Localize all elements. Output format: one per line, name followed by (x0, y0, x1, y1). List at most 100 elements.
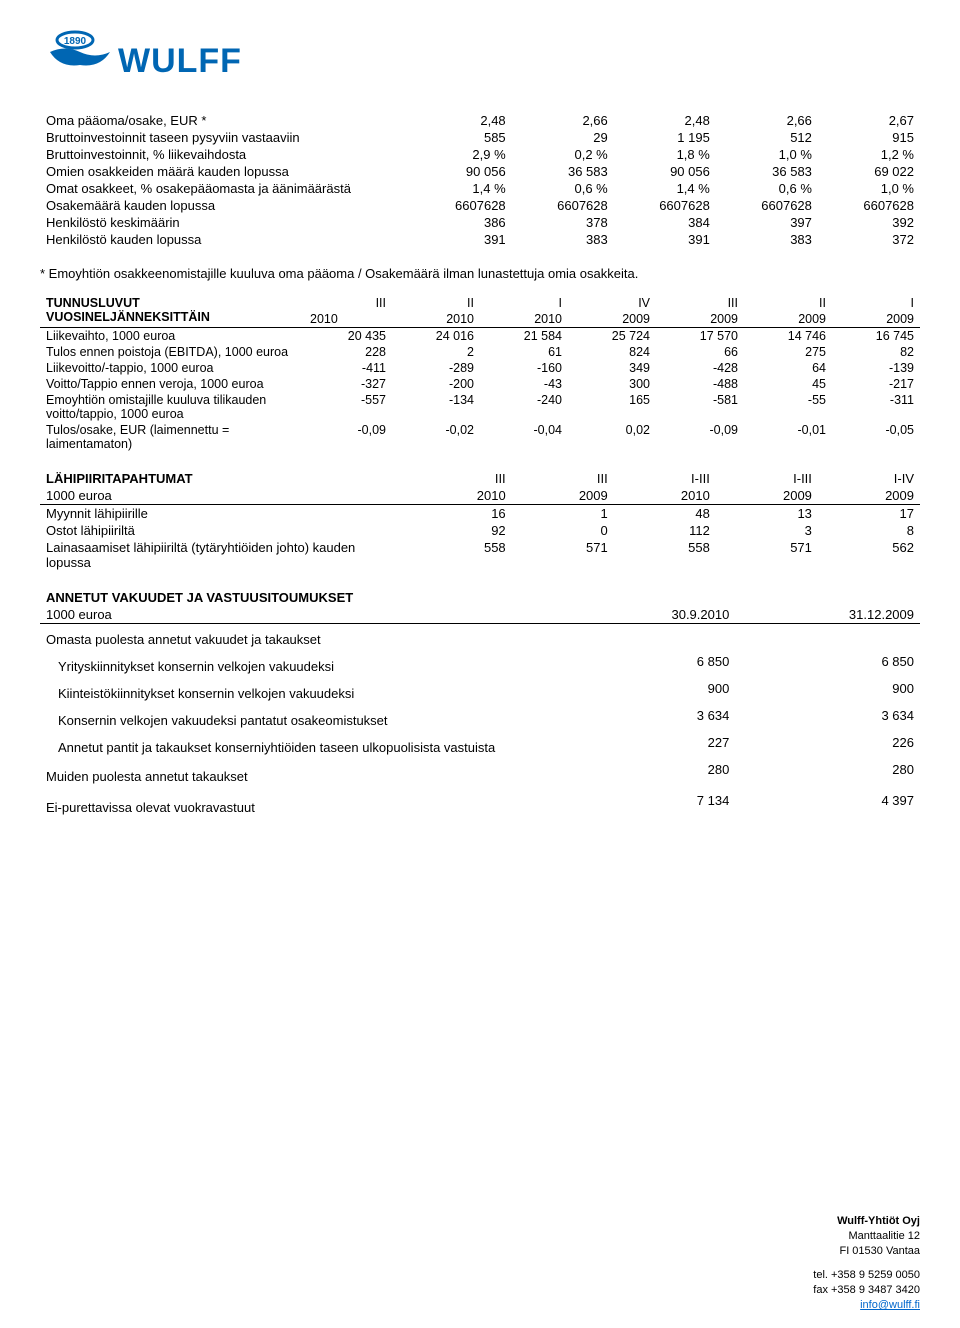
cell-value: 1,4 % (410, 180, 512, 197)
cell-value: 3 (716, 522, 818, 539)
cell-value: 24 016 (392, 328, 480, 345)
cell-value: 69 022 (818, 163, 920, 180)
cell-value: 6607628 (512, 197, 614, 214)
cell-value: 0 (512, 522, 614, 539)
footer-tel: tel. +358 9 5259 0050 (813, 1268, 920, 1283)
col-year: 2009 (818, 487, 920, 505)
cell-value: 1 195 (614, 129, 716, 146)
col-year: 2009 (716, 487, 818, 505)
cell-value: 66 (656, 344, 744, 360)
related-party-head: LÄHIPIIRITAPAHTUMAT (40, 470, 410, 487)
period-year: 2009 (656, 311, 744, 328)
period-quarter: III (656, 295, 744, 311)
cell-value: -0,09 (304, 422, 392, 452)
cell-value: 562 (818, 539, 920, 571)
cell-value: 0,2 % (512, 146, 614, 163)
cell-value: -0,02 (392, 422, 480, 452)
cell-value: 391 (410, 231, 512, 248)
cell-value: 29 (512, 129, 614, 146)
cell-value: 2 (392, 344, 480, 360)
cell-value: 558 (614, 539, 716, 571)
cell-value: 36 583 (716, 163, 818, 180)
cell-value: -160 (480, 360, 568, 376)
cell-value: 112 (614, 522, 716, 539)
cell-value: 1,0 % (716, 146, 818, 163)
cell-value: 386 (410, 214, 512, 231)
cell-value: 13 (716, 505, 818, 523)
cell-value: -139 (832, 360, 920, 376)
cell-value: 0,02 (568, 422, 656, 452)
row-label: Ostot lähipiiriltä (40, 522, 410, 539)
row-label: Liikevoitto/-tappio, 1000 euroa (40, 360, 304, 376)
cell-value: -0,05 (832, 422, 920, 452)
cell-value: 372 (818, 231, 920, 248)
cell-value: 1,0 % (818, 180, 920, 197)
cell-value: 4 397 (735, 792, 920, 823)
col-period: I-III (614, 470, 716, 487)
footer-email-link[interactable]: info@wulff.fi (860, 1299, 920, 1311)
col-year: 2010 (614, 487, 716, 505)
cell-value: -43 (480, 376, 568, 392)
period-quarter: III (304, 295, 392, 311)
unit-label: 1000 euroa (40, 487, 410, 505)
cell-value: 585 (410, 129, 512, 146)
cell-value: -557 (304, 392, 392, 422)
cell-value: 275 (744, 344, 832, 360)
cell-value: 61 (480, 344, 568, 360)
cell-value: 16 (410, 505, 512, 523)
footer-company: Wulff-Yhtiöt Oyj (813, 1214, 920, 1229)
col-date: 31.12.2009 (735, 606, 920, 624)
cell-value: 383 (512, 231, 614, 248)
col-year: 2009 (512, 487, 614, 505)
tunnusluvut-head: TUNNUSLUVUTVUOSINELJÄNNEKSITTÄIN (46, 296, 210, 324)
cell-value: -217 (832, 376, 920, 392)
row-label: Myynnit lähipiirille (40, 505, 410, 523)
cell-value: 558 (410, 539, 512, 571)
cell-value: 0,6 % (716, 180, 818, 197)
row-label: Henkilöstö kauden lopussa (40, 231, 410, 248)
cell-value: 2,48 (614, 112, 716, 129)
cell-value: 6607628 (614, 197, 716, 214)
cell-value: 6607628 (410, 197, 512, 214)
cell-value: 2,66 (716, 112, 818, 129)
footer-addr1: Manttaalitie 12 (813, 1229, 920, 1244)
cell-value: 165 (568, 392, 656, 422)
cell-value: 824 (568, 344, 656, 360)
col-period: III (410, 470, 512, 487)
cell-value: 6 850 (568, 653, 735, 680)
cell-value: 2,67 (818, 112, 920, 129)
cell-value: 2,48 (410, 112, 512, 129)
cell-value: 3 634 (568, 707, 735, 734)
row-label: Oma pääoma/osake, EUR * (40, 112, 410, 129)
commitments-table: ANNETUT VAKUUDET JA VASTUUSITOUMUKSET100… (40, 589, 920, 823)
cell-value: 82 (832, 344, 920, 360)
cell-value: 2,9 % (410, 146, 512, 163)
period-quarter: IV (568, 295, 656, 311)
cell-value: 391 (614, 231, 716, 248)
cell-value: 48 (614, 505, 716, 523)
cell-value: -200 (392, 376, 480, 392)
row-label: Bruttoinvestoinnit, % liikevaihdosta (40, 146, 410, 163)
cell-value: 17 570 (656, 328, 744, 345)
cell-value: 45 (744, 376, 832, 392)
period-year: 2009 (832, 311, 920, 328)
cell-value: 384 (614, 214, 716, 231)
col-year: 2010 (410, 487, 512, 505)
period-year: 2010 (304, 311, 392, 328)
row-label: Annetut pantit ja takaukset konserniyhti… (40, 734, 568, 761)
row-label: Tulos/osake, EUR (laimennettu = laimenta… (40, 422, 304, 452)
cell-value: 21 584 (480, 328, 568, 345)
period-year: 2010 (480, 311, 568, 328)
cell-value: 8 (818, 522, 920, 539)
footer-addr2: FI 01530 Vantaa (813, 1244, 920, 1259)
cell-value: 571 (512, 539, 614, 571)
cell-value: 512 (716, 129, 818, 146)
cell-value: 300 (568, 376, 656, 392)
svg-text:WULFF: WULFF (118, 42, 242, 80)
period-year: 2009 (568, 311, 656, 328)
row-label: Yrityskiinnitykset konsernin velkojen va… (40, 653, 568, 680)
section-label: Omasta puolesta annetut vakuudet ja taka… (40, 624, 920, 654)
company-logo: 1890 WULFF (40, 30, 920, 82)
cell-value: 90 056 (410, 163, 512, 180)
cell-value: 6 850 (735, 653, 920, 680)
